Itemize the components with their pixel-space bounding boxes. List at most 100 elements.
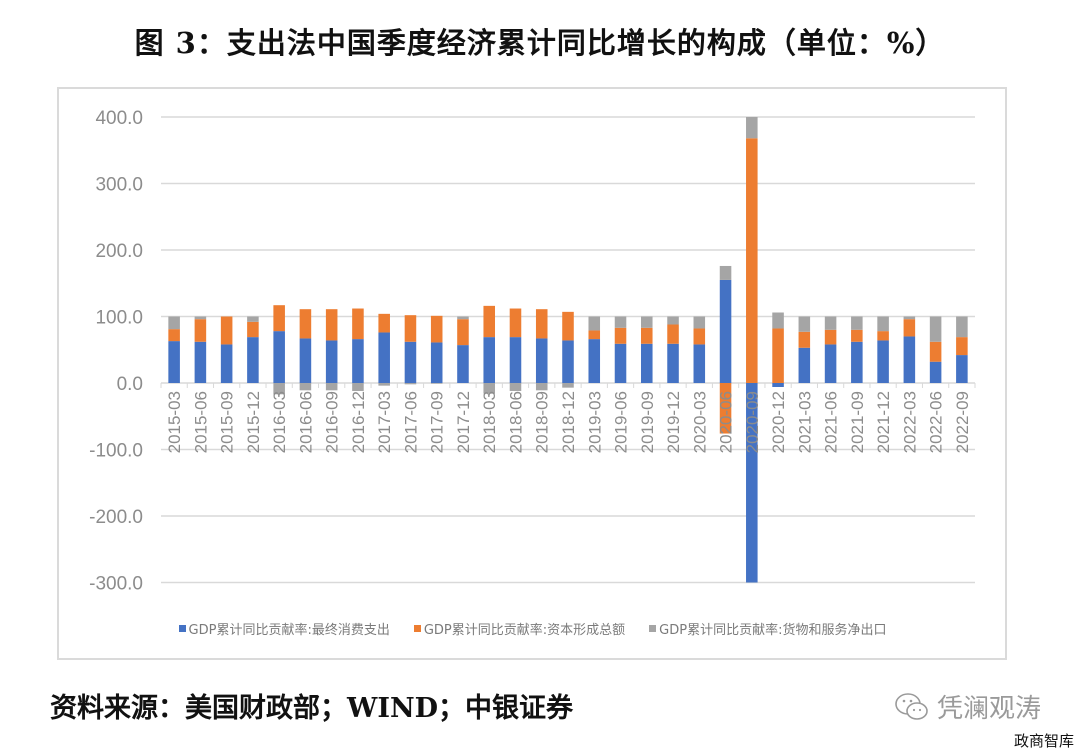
x-tick-label: 2022-03 <box>900 391 919 453</box>
legend-swatch-net-exports <box>649 625 657 632</box>
bar-segment <box>562 311 574 341</box>
bar-segment <box>430 342 443 383</box>
bar-segment <box>667 316 679 325</box>
bar-segment <box>956 337 968 356</box>
bar-segment <box>220 344 233 383</box>
bar-segment <box>299 309 312 339</box>
bar-segment <box>693 316 706 329</box>
bar-segment <box>640 343 653 383</box>
x-tick-label: 2018-06 <box>506 391 525 453</box>
bar-segment <box>640 327 653 344</box>
bar-segment <box>509 337 522 383</box>
bar-segment <box>483 305 496 338</box>
bar-segment <box>378 332 390 383</box>
x-tick-label: 2020-06 <box>717 391 736 453</box>
x-tick-label: 2018-03 <box>480 391 499 453</box>
bar-segment <box>483 337 496 383</box>
bar-segment <box>220 316 233 345</box>
bar-segment <box>535 383 548 391</box>
x-tick-label: 2017-03 <box>375 391 394 453</box>
y-tick-label: -100.0 <box>89 441 143 462</box>
x-tick-label: 2019-12 <box>664 391 683 453</box>
x-tick-label: 2022-06 <box>927 391 946 453</box>
chart-legend: GDP累计同比贡献率:最终消费支出 GDP累计同比贡献率:资本形成总额 GDP累… <box>60 619 1005 638</box>
chart-frame: 400.0 300.0 200.0 100.0 0.0 -100.0 -200.0 -300.… <box>57 87 1007 660</box>
bar-segment <box>693 328 706 345</box>
x-tick-label: 2015-03 <box>165 391 184 453</box>
watermark-text: 凭澜观涛 <box>937 694 1042 724</box>
x-tick-label: 2016-09 <box>323 391 342 453</box>
bar-segment <box>273 331 285 383</box>
y-tick-label: -300.0 <box>89 574 143 595</box>
bar-segment <box>851 329 863 342</box>
bar-segment <box>772 328 784 383</box>
bar-segment <box>352 383 364 391</box>
x-tick-label: 2015-09 <box>218 391 237 453</box>
bar-segment <box>667 324 679 344</box>
bar-segment <box>719 279 732 383</box>
bar-segment <box>299 383 312 391</box>
x-tick-label: 2020-09 <box>743 391 762 453</box>
legend-label: GDP累计同比贡献率:资本形成总额 <box>423 623 626 638</box>
bar-segment <box>824 329 837 345</box>
bar-segment <box>877 340 889 383</box>
bar-segment <box>588 330 601 340</box>
bar-segment <box>299 338 312 383</box>
x-tick-label: 2022-09 <box>953 391 972 453</box>
bar-segment <box>168 329 180 342</box>
bar-segment <box>378 313 390 333</box>
bar-segment <box>273 305 285 332</box>
bar-segment <box>929 316 942 342</box>
bar-segment <box>772 312 784 329</box>
watermark: 凭澜观涛 <box>893 688 1041 725</box>
bar-segment <box>824 344 837 383</box>
bar-segment <box>929 361 942 383</box>
bar-segment <box>877 316 889 332</box>
x-tick-label: 2016-06 <box>296 391 315 453</box>
bar-segment <box>194 341 207 383</box>
x-tick-label: 2020-12 <box>769 391 788 453</box>
y-tick-label: 200.0 <box>95 241 143 262</box>
bar-segment <box>877 331 889 341</box>
legend-item-capital-formation: GDP累计同比贡献率:资本形成总额 <box>413 619 626 638</box>
bar-segment <box>719 383 732 434</box>
bar-segment <box>798 316 811 332</box>
bar-segment <box>535 338 548 383</box>
bar-segment <box>325 309 338 341</box>
wechat-icon <box>895 692 928 720</box>
bar-segment <box>325 383 338 391</box>
legend-label: GDP累计同比贡献率:货物和服务净出口 <box>659 623 887 638</box>
bar-segment <box>956 355 968 383</box>
bar-segment <box>851 341 863 383</box>
x-tick-label: 2019-03 <box>585 391 604 453</box>
x-tick-label: 2018-12 <box>559 391 578 453</box>
bar-segment <box>457 345 469 383</box>
bar-segment <box>640 316 653 328</box>
bar-segment <box>746 138 758 383</box>
bar-segment <box>667 343 679 383</box>
bar-segment <box>903 336 916 383</box>
bar-segment <box>247 337 259 383</box>
bar-segment <box>903 316 916 320</box>
corner-watermark: 政商智库 <box>1013 732 1074 750</box>
bar-segment <box>772 383 784 387</box>
x-tick-label: 2016-12 <box>349 391 368 453</box>
x-tick-label: 2017-06 <box>401 391 420 453</box>
bar-segment <box>378 383 390 386</box>
bar-segment <box>614 327 627 344</box>
bar-segment <box>614 343 627 383</box>
bar-segment <box>273 383 285 395</box>
bar-segment <box>457 316 469 320</box>
x-tick-label: 2017-12 <box>454 391 473 453</box>
bar-segment <box>851 316 863 330</box>
bar-segment <box>824 316 837 330</box>
bar-segment <box>588 316 601 331</box>
legend-swatch-capital-formation <box>413 625 421 632</box>
bar-segment <box>562 340 574 383</box>
x-tick-label: 2021-03 <box>795 391 814 453</box>
bar-segment <box>614 316 627 328</box>
legend-swatch-consumption <box>178 625 186 632</box>
x-tick-label: 2015-12 <box>244 391 263 453</box>
bar-segment <box>956 316 968 338</box>
bar-segment <box>798 331 811 348</box>
